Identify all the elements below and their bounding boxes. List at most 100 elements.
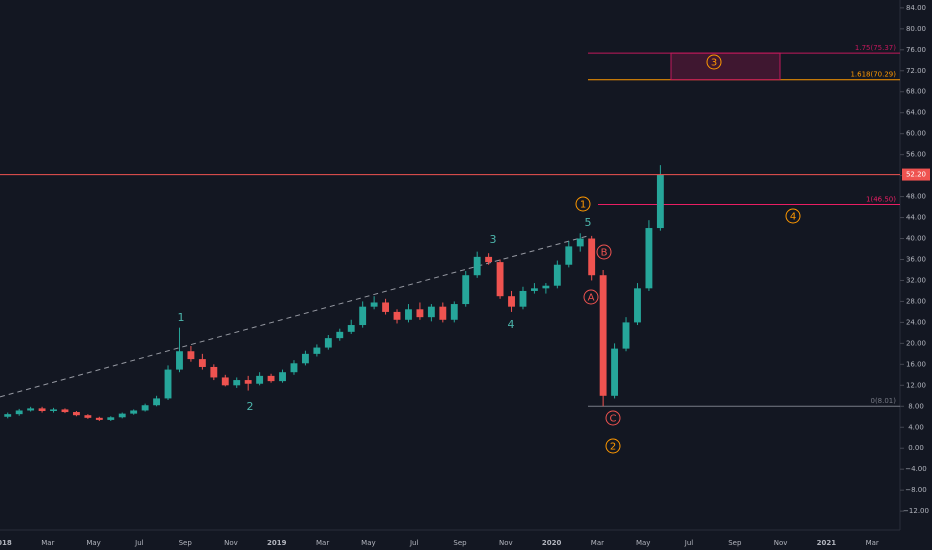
candle-body bbox=[485, 256, 493, 263]
y-tick-label: 48.00 bbox=[906, 193, 926, 201]
y-tick-label: 72.00 bbox=[906, 67, 926, 75]
candle-body bbox=[382, 302, 390, 312]
candle-body bbox=[508, 296, 515, 307]
candle-body bbox=[565, 246, 573, 265]
x-tick-label: 2020 bbox=[542, 539, 562, 547]
candle-body bbox=[50, 409, 57, 411]
y-tick-label: 4.00 bbox=[908, 423, 924, 431]
candle-body bbox=[130, 410, 138, 414]
abc-wave-label-circle bbox=[596, 244, 612, 260]
candle-body bbox=[599, 275, 607, 396]
major-wave-label-circle bbox=[575, 196, 591, 212]
fib-label: 1.75(75.37) bbox=[855, 44, 896, 52]
candle-body bbox=[84, 415, 92, 418]
candle-body bbox=[450, 304, 458, 320]
candle-body bbox=[359, 306, 367, 326]
candle-body bbox=[645, 228, 653, 289]
candle-body bbox=[61, 409, 69, 413]
y-tick-label: −8.00 bbox=[905, 486, 926, 494]
abc-wave-label: C bbox=[610, 414, 617, 425]
candle-body bbox=[290, 363, 298, 373]
candle-body bbox=[221, 377, 229, 386]
y-tick-label: 0.00 bbox=[908, 444, 924, 452]
candle-body bbox=[634, 288, 641, 323]
candle-body bbox=[336, 331, 344, 339]
y-tick-label: 28.00 bbox=[906, 297, 926, 305]
candle-body bbox=[496, 262, 504, 297]
major-wave-label: 2 bbox=[610, 442, 616, 453]
candle-body bbox=[153, 398, 161, 406]
candle-body bbox=[622, 322, 630, 349]
major-wave-label-circle bbox=[605, 438, 621, 454]
candle-body bbox=[405, 309, 412, 320]
x-tick-label: 2021 bbox=[817, 539, 837, 547]
candle-body bbox=[313, 347, 321, 354]
candle-body bbox=[324, 338, 332, 348]
y-tick-label: 68.00 bbox=[906, 88, 926, 96]
candle-body bbox=[656, 174, 664, 229]
x-tick-label: Mar bbox=[866, 539, 879, 547]
candle-body bbox=[72, 412, 80, 416]
y-tick-label: 80.00 bbox=[906, 25, 926, 33]
candle-body bbox=[519, 290, 527, 307]
major-wave-label-circle bbox=[706, 54, 722, 70]
trend-line bbox=[0, 235, 589, 398]
fib-label: 1.618(70.29) bbox=[850, 71, 896, 79]
x-tick-label: Jul bbox=[409, 539, 419, 547]
candle-body bbox=[416, 309, 424, 318]
x-tick-label: Mar bbox=[41, 539, 54, 547]
abc-wave-label: B bbox=[601, 248, 608, 259]
candle-body bbox=[107, 417, 115, 420]
y-tick-label: 44.00 bbox=[906, 214, 926, 222]
y-tick-label: 20.00 bbox=[906, 339, 926, 347]
candle-body bbox=[576, 238, 584, 247]
y-tick-label: −12.00 bbox=[903, 507, 929, 515]
candle-body bbox=[611, 348, 619, 396]
abc-wave-label: A bbox=[588, 293, 595, 304]
abc-wave-label-circle bbox=[605, 410, 621, 426]
fib-label: 0(8.01) bbox=[870, 397, 896, 405]
x-tick-label: May bbox=[86, 539, 100, 547]
wave-label: 5 bbox=[585, 216, 592, 229]
y-tick-label: 8.00 bbox=[908, 402, 924, 410]
fib-label: 1(46.50) bbox=[866, 195, 896, 203]
major-wave-label: 4 bbox=[790, 212, 796, 223]
x-tick-label: Nov bbox=[224, 539, 238, 547]
candle-body bbox=[244, 380, 252, 384]
candle-body bbox=[393, 311, 401, 320]
candle-body bbox=[462, 275, 470, 305]
wave-label: 2 bbox=[247, 400, 254, 413]
candle-body bbox=[267, 375, 275, 382]
x-tick-label: May bbox=[361, 539, 375, 547]
candle-body bbox=[301, 353, 309, 364]
major-wave-label: 1 bbox=[580, 200, 586, 211]
x-tick-label: Nov bbox=[774, 539, 788, 547]
candle-body bbox=[210, 366, 218, 378]
candle-body bbox=[38, 408, 46, 411]
candle-body bbox=[4, 414, 12, 417]
candle-body bbox=[473, 256, 481, 276]
candle-body bbox=[588, 238, 596, 276]
last-price-tag bbox=[902, 168, 930, 181]
candle-body bbox=[256, 375, 264, 384]
major-wave-label-circle bbox=[785, 208, 801, 224]
y-tick-label: 16.00 bbox=[906, 360, 926, 368]
candle-body bbox=[370, 302, 378, 307]
y-tick-label: 12.00 bbox=[906, 381, 926, 389]
x-tick-label: 2018 bbox=[0, 539, 12, 547]
candle-body bbox=[15, 410, 23, 415]
candle-body bbox=[164, 369, 172, 399]
y-tick-label: 56.00 bbox=[906, 151, 926, 159]
x-tick-label: Jul bbox=[684, 539, 694, 547]
x-tick-label: Jul bbox=[134, 539, 144, 547]
y-tick-label: 36.00 bbox=[906, 255, 926, 263]
y-tick-label: 32.00 bbox=[906, 276, 926, 284]
candle-body bbox=[187, 351, 195, 360]
x-tick-label: Nov bbox=[499, 539, 513, 547]
x-tick-label: Sep bbox=[453, 539, 467, 547]
candle-body bbox=[27, 408, 35, 411]
candle-body bbox=[176, 351, 183, 370]
candle-body bbox=[347, 325, 355, 332]
y-tick-label: 24.00 bbox=[906, 318, 926, 326]
